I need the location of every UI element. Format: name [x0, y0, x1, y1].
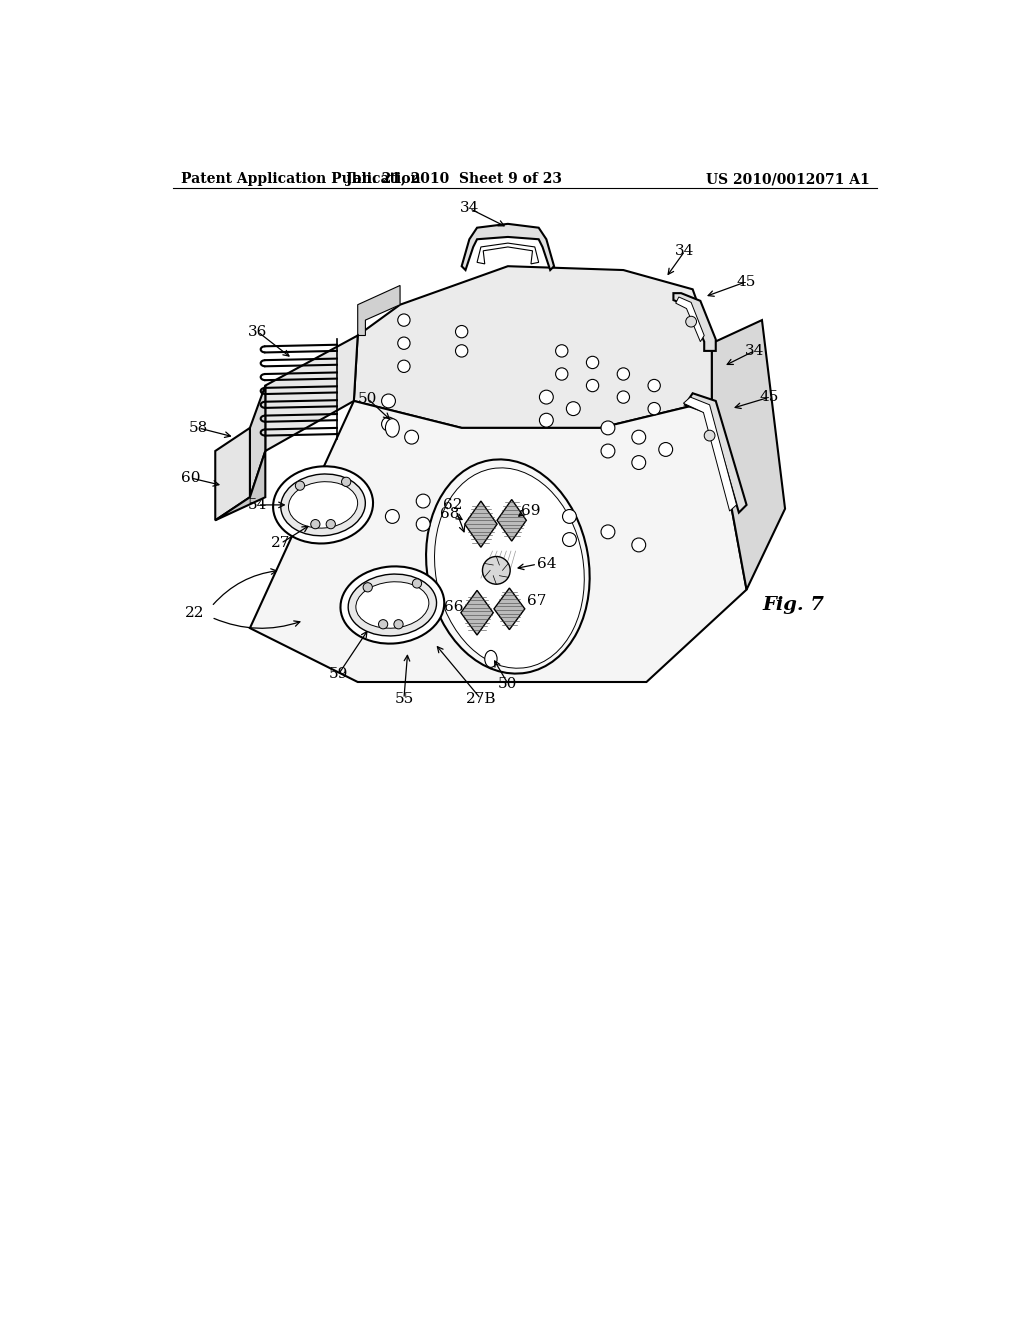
Ellipse shape — [426, 459, 590, 673]
Circle shape — [632, 539, 646, 552]
Polygon shape — [265, 335, 357, 451]
Text: 34: 34 — [744, 345, 764, 358]
Circle shape — [601, 525, 614, 539]
Text: 60: 60 — [181, 471, 201, 484]
Text: 22: 22 — [184, 606, 204, 619]
Circle shape — [416, 494, 430, 508]
Polygon shape — [215, 451, 265, 520]
Ellipse shape — [281, 474, 366, 536]
Circle shape — [556, 345, 568, 358]
Circle shape — [648, 403, 660, 414]
Text: 66: 66 — [444, 599, 464, 614]
Polygon shape — [250, 385, 265, 498]
Polygon shape — [357, 285, 400, 335]
Circle shape — [404, 430, 419, 444]
Circle shape — [632, 455, 646, 470]
Circle shape — [295, 480, 304, 490]
Circle shape — [648, 379, 660, 392]
Ellipse shape — [348, 574, 436, 636]
Circle shape — [326, 520, 336, 529]
Ellipse shape — [385, 418, 399, 437]
Polygon shape — [461, 590, 494, 635]
Circle shape — [562, 533, 577, 546]
Circle shape — [394, 619, 403, 628]
Text: 68: 68 — [440, 507, 460, 521]
Circle shape — [379, 619, 388, 628]
Text: 27B: 27B — [466, 692, 497, 706]
Circle shape — [658, 442, 673, 457]
Polygon shape — [712, 321, 785, 590]
Text: 59: 59 — [329, 668, 348, 681]
Text: 54: 54 — [248, 498, 267, 512]
Text: US 2010/0012071 A1: US 2010/0012071 A1 — [706, 172, 869, 186]
Text: 45: 45 — [760, 391, 779, 404]
Polygon shape — [477, 243, 539, 264]
Ellipse shape — [289, 482, 357, 528]
Polygon shape — [497, 499, 526, 541]
Text: 50: 50 — [498, 677, 517, 690]
Circle shape — [456, 345, 468, 358]
Circle shape — [456, 326, 468, 338]
Circle shape — [364, 582, 373, 591]
Text: 67: 67 — [527, 594, 547, 609]
Circle shape — [382, 395, 395, 408]
Ellipse shape — [484, 651, 497, 668]
Ellipse shape — [356, 582, 429, 628]
Polygon shape — [354, 267, 712, 428]
Polygon shape — [685, 393, 746, 512]
Circle shape — [385, 510, 399, 524]
Circle shape — [413, 578, 422, 589]
Polygon shape — [250, 401, 746, 682]
Text: Fig. 7: Fig. 7 — [762, 597, 824, 614]
Polygon shape — [462, 224, 554, 271]
Circle shape — [556, 368, 568, 380]
Text: 36: 36 — [248, 325, 267, 339]
Circle shape — [482, 557, 510, 585]
Circle shape — [397, 314, 410, 326]
Polygon shape — [674, 293, 716, 351]
Circle shape — [617, 391, 630, 404]
Text: 34: 34 — [460, 202, 479, 215]
Circle shape — [617, 368, 630, 380]
Polygon shape — [494, 589, 524, 630]
Ellipse shape — [434, 467, 585, 668]
Circle shape — [601, 444, 614, 458]
Text: 62: 62 — [442, 498, 462, 512]
Circle shape — [632, 430, 646, 444]
Circle shape — [566, 401, 581, 416]
Text: 58: 58 — [188, 421, 208, 434]
Text: 27: 27 — [271, 536, 291, 550]
Circle shape — [601, 421, 614, 434]
Circle shape — [562, 510, 577, 524]
Circle shape — [416, 517, 430, 531]
Text: 69: 69 — [521, 504, 541, 517]
Text: Jan. 21, 2010  Sheet 9 of 23: Jan. 21, 2010 Sheet 9 of 23 — [346, 172, 562, 186]
Circle shape — [397, 337, 410, 350]
Polygon shape — [465, 502, 497, 548]
Circle shape — [397, 360, 410, 372]
Circle shape — [540, 391, 553, 404]
Ellipse shape — [273, 466, 373, 544]
Circle shape — [587, 379, 599, 392]
Circle shape — [540, 413, 553, 428]
Text: 50: 50 — [358, 392, 378, 405]
Circle shape — [705, 430, 715, 441]
Text: 55: 55 — [394, 692, 414, 706]
Circle shape — [382, 417, 395, 432]
Text: Patent Application Publication: Patent Application Publication — [180, 172, 420, 186]
Polygon shape — [215, 428, 250, 520]
Circle shape — [342, 478, 351, 487]
Circle shape — [310, 520, 319, 529]
Text: 64: 64 — [537, 557, 556, 572]
Text: 45: 45 — [737, 275, 757, 289]
Ellipse shape — [340, 566, 444, 644]
Circle shape — [686, 317, 696, 327]
Text: 34: 34 — [675, 244, 694, 257]
Circle shape — [587, 356, 599, 368]
Polygon shape — [683, 397, 736, 511]
Polygon shape — [676, 297, 705, 342]
